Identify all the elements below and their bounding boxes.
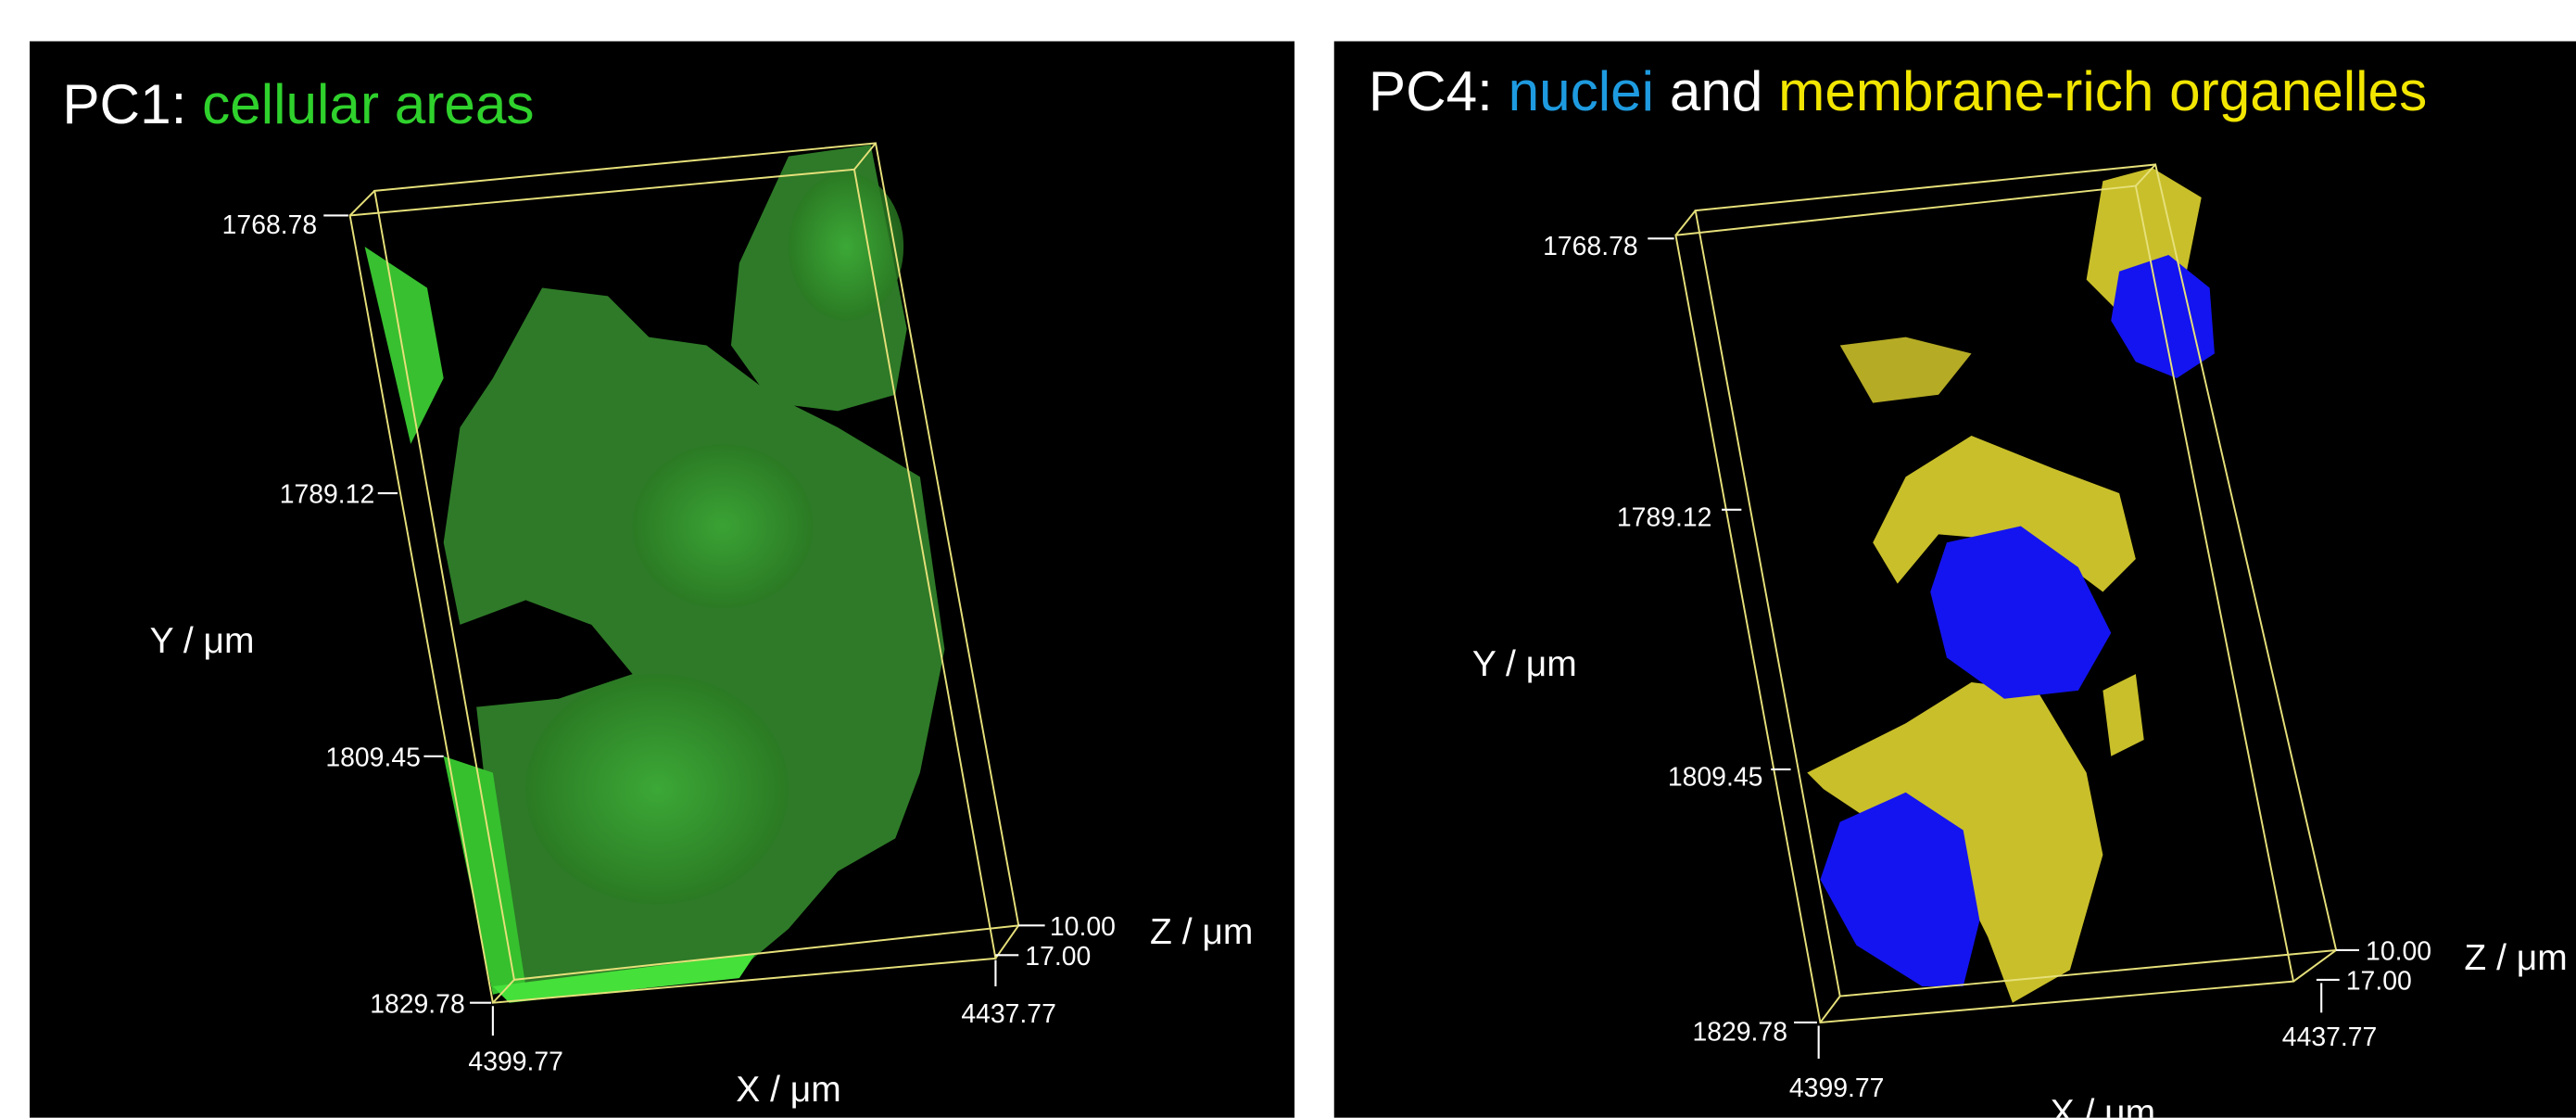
panel: PC1: cellular areas 1768.78 1789.12 1809… [30, 42, 1294, 1118]
x-tick-label: 4399.77 [1789, 1074, 1885, 1103]
x-tick-label: 4437.77 [2282, 1023, 2378, 1052]
y-tick-label: 1829.78 [1692, 1017, 1787, 1047]
page: {"panels":[ {"title_parts":["PC1:","cell… [0, 0, 2576, 1118]
title-part: and [1670, 59, 1763, 122]
y-tick-label: 1768.78 [1543, 232, 1638, 261]
z-axis-label: Z / μm [1150, 912, 1253, 952]
y-tick-label: 1829.78 [370, 989, 465, 1019]
y-axis-label: Y / μm [1472, 644, 1577, 684]
title-part: PC1: [62, 72, 186, 135]
z-tick-label: 17.00 [2346, 967, 2412, 997]
title-part: cellular areas [202, 72, 534, 135]
panel: PC4: nuclei and membrane-rich organelles… [1334, 42, 2576, 1118]
y-tick-label: 1809.45 [325, 743, 421, 772]
z-axis-label: Z / μm [2464, 938, 2567, 978]
z-tick-label: 10.00 [1050, 912, 1116, 942]
figure: PC1: cellular areas 1768.78 1789.12 1809… [0, 0, 2576, 1118]
title-part: PC4: [1369, 59, 1493, 122]
y-tick-label: 1809.45 [1668, 763, 1763, 793]
y-tick-label: 1789.12 [1617, 503, 1712, 533]
y-axis-label: Y / μm [150, 621, 255, 661]
title-part: nuclei [1509, 59, 1654, 122]
x-tick-label: 4437.77 [961, 999, 1056, 1029]
x-axis-label: X / μm [2051, 1093, 2155, 1118]
title-part: membrane-rich organelles [1778, 59, 2427, 122]
panel-title: PC4: nuclei and membrane-rich organelles [1369, 59, 2427, 122]
z-tick-label: 10.00 [2366, 937, 2431, 967]
panel-title: PC1: cellular areas [62, 72, 534, 135]
y-tick-label: 1768.78 [222, 210, 318, 240]
x-tick-label: 4399.77 [468, 1047, 563, 1076]
z-tick-label: 17.00 [1025, 942, 1091, 972]
y-tick-label: 1789.12 [280, 480, 375, 510]
x-axis-label: X / μm [736, 1070, 840, 1110]
